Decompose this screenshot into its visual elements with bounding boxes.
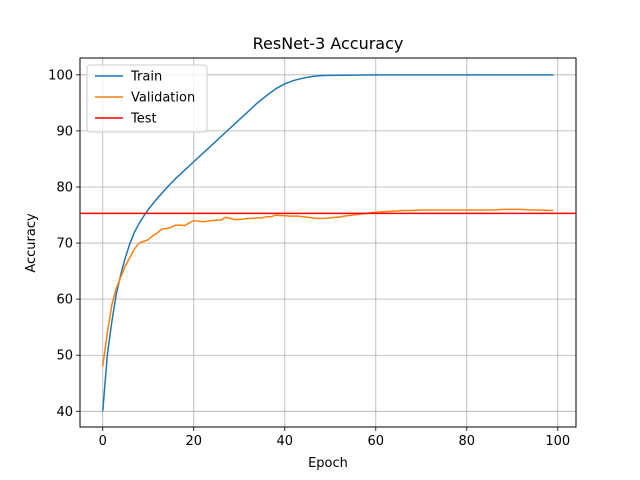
x-axis-label: Epoch [308,456,348,471]
y-tick-label: 80 [56,180,73,195]
x-tick-label: 60 [368,434,385,449]
y-tick-label: 100 [48,68,73,83]
x-tick-label: 80 [459,434,476,449]
validation-line [102,208,554,367]
y-tick-label: 60 [56,293,73,308]
y-tick-label: 50 [56,349,73,364]
y-tick-label: 90 [56,124,73,139]
x-tick-label: 20 [185,434,202,449]
x-tick-label: 40 [276,434,293,449]
y-tick-label: 40 [56,405,73,420]
y-tick-label: 70 [56,237,73,252]
x-tick-label: 100 [545,434,570,449]
y-axis-label: Accuracy [24,213,39,273]
legend-label-train: Train [130,70,162,85]
train-line [102,74,554,412]
grid-lines [80,58,576,427]
axes-frame [79,57,577,428]
legend-label-validation: Validation [131,91,195,106]
axis-ticks: 0 20 40 60 80 100 40 50 60 70 80 90 100 [48,68,570,449]
x-tick-label: 0 [99,434,107,449]
legend: Train Validation Test [86,64,208,133]
legend-box [86,64,208,133]
chart-title: ResNet-3 Accuracy [253,34,404,53]
plot-lines [80,74,576,412]
legend-label-test: Test [130,112,157,127]
